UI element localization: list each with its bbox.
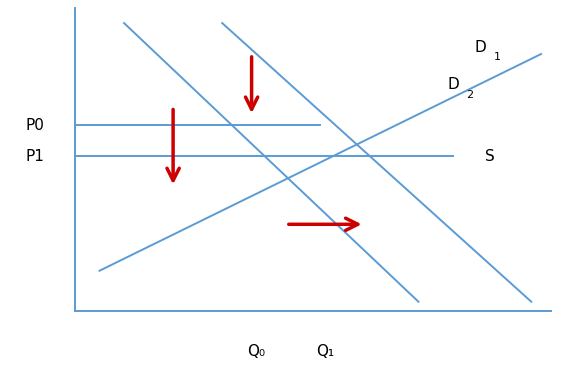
Text: 2: 2 — [467, 90, 473, 100]
Text: Q₀: Q₀ — [247, 344, 265, 359]
Text: P1: P1 — [26, 149, 45, 164]
Text: 1: 1 — [493, 53, 501, 62]
Text: D: D — [448, 77, 460, 92]
Text: Q₁: Q₁ — [316, 344, 335, 359]
Text: P0: P0 — [26, 118, 45, 133]
Text: S: S — [485, 149, 494, 164]
Text: D: D — [475, 40, 486, 55]
